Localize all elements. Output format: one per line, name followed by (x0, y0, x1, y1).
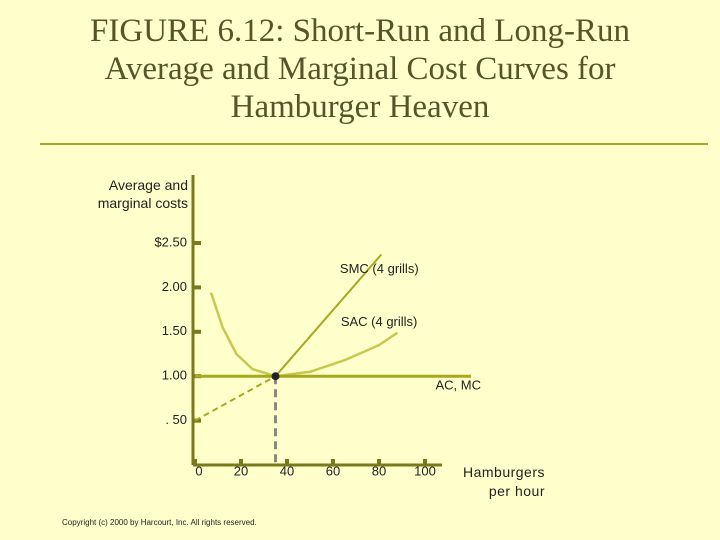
x-tick-label: 60 (326, 463, 340, 478)
series-label: SMC (4 grills) (340, 261, 419, 276)
series-label: SAC (4 grills) (341, 314, 418, 329)
chart-title: FIGURE 6.12: Short-Run and Long-Run Aver… (90, 13, 630, 125)
x-tick-label: 80 (372, 463, 386, 478)
y-tick-label: 1.00 (162, 368, 187, 383)
x-tick-label: 100 (414, 463, 436, 478)
x-tick-label: 40 (280, 463, 294, 478)
x-tick-label: 0 (195, 463, 202, 478)
y-tick-label: 1.50 (162, 323, 187, 338)
y-tick-label: . 50 (165, 412, 187, 427)
y-tick-label: $2.50 (154, 234, 187, 249)
series-line (209, 292, 399, 378)
series-label: AC, MC (436, 378, 482, 393)
y-tick-label: 2.00 (162, 279, 187, 294)
copyright: Copyright (c) 2000 by Harcourt, Inc. All… (62, 518, 257, 527)
x-tick-label: 20 (234, 463, 248, 478)
smc-solid (274, 253, 383, 377)
x-axis-label: Hamburgers per hour (462, 464, 545, 499)
title-rule (40, 143, 708, 145)
min-point (271, 372, 280, 381)
smc-dashed (194, 375, 276, 422)
series-line (195, 255, 381, 421)
y-axis-label: Average and marginal costs (97, 177, 188, 211)
